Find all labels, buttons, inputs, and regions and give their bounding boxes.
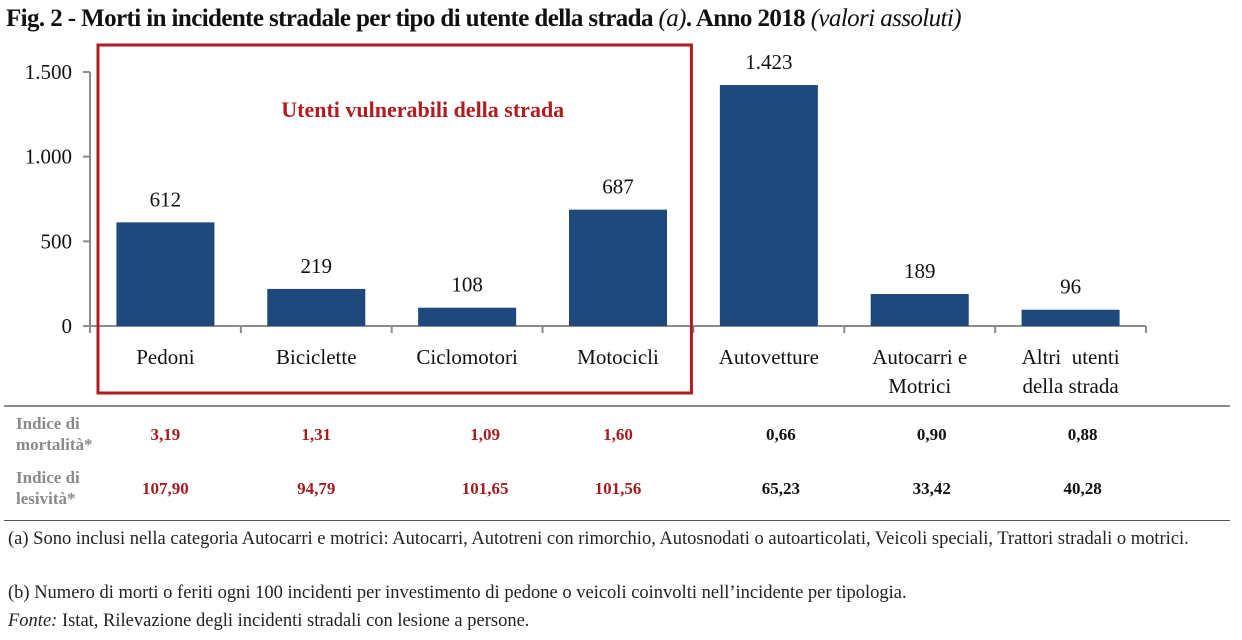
bar-6	[1021, 309, 1120, 326]
mortality-label-line2: mortalità*	[16, 435, 93, 454]
injury-index-label: Indice di lesività*	[16, 467, 126, 509]
value-label: 189	[904, 259, 936, 283]
mortality-index-row: Indice di mortalità* 3,19 1,31 1,09 1,60 0,66…	[0, 413, 1242, 463]
value-label: 612	[150, 187, 182, 211]
index-value: 0,90	[916, 425, 947, 444]
index-value: 65,23	[761, 479, 800, 498]
index-value: 107,90	[142, 479, 189, 498]
category-label: Altri utenti	[1022, 345, 1120, 369]
bar-4	[719, 85, 818, 326]
title-main: Fig. 2 - Morti in incidente stradale per…	[6, 5, 659, 32]
category-label: Autovetture	[719, 345, 819, 369]
bar-chart: 0 500 1.000 1.500 612 Pedoni 219 Biciclette 108 C…	[25, 43, 1147, 398]
category-label: Ciclomotori	[416, 345, 518, 369]
bar-1	[267, 288, 366, 326]
category-label: Biciclette	[276, 345, 356, 369]
mortality-label-line1: Indice di	[16, 414, 80, 433]
y-tick-label: 1.000	[25, 145, 72, 169]
source-text: Istat, Rilevazione degli incidenti strad…	[57, 611, 530, 631]
injury-label-line1: Indice di	[16, 468, 80, 487]
index-value: 1,09	[470, 425, 501, 444]
value-label: 219	[301, 254, 333, 278]
category-label: Motrici	[888, 374, 951, 398]
note-a: (a) Sono inclusi nella categoria Autocar…	[8, 529, 1189, 549]
y-tick-label: 1.500	[25, 60, 72, 84]
title-unit: (valori assoluti)	[810, 5, 962, 32]
index-value: 33,42	[912, 479, 951, 498]
notes-divider	[4, 520, 1230, 521]
index-value: 101,65	[461, 479, 509, 498]
category-label: della strada	[1022, 374, 1119, 398]
source-note: Fonte: Istat, Rilevazione degli incident…	[8, 610, 529, 632]
bar-3	[569, 209, 667, 326]
index-value: 1,31	[301, 425, 332, 444]
index-value: 101,56	[594, 479, 642, 498]
y-tick-label: 0	[62, 314, 73, 338]
value-label: 1.423	[745, 50, 792, 74]
bar-0	[116, 222, 215, 326]
vulnerable-users-annotation: Utenti vulnerabili della strada	[281, 97, 564, 122]
index-value: 40,28	[1063, 479, 1102, 498]
index-value: 94,79	[297, 479, 336, 498]
note-b: (b) Numero di morti o feriti ogni 100 in…	[8, 583, 907, 603]
bar-2	[418, 307, 517, 326]
injury-label-line2: lesività*	[16, 489, 76, 508]
category-label: Pedoni	[136, 345, 195, 369]
vulnerable-users-box	[96, 43, 693, 395]
title-sep: .	[685, 5, 696, 32]
mortality-index-label: Indice di mortalità*	[16, 413, 126, 455]
title-note-ref: (a)	[658, 5, 687, 32]
injury-index-row: Indice di lesività* 107,90 94,79 101,65 101,…	[0, 467, 1242, 517]
index-value: 0,66	[765, 425, 796, 444]
source-label: Fonte:	[8, 611, 58, 631]
category-label: Autocarri e	[872, 345, 967, 369]
value-label: 96	[1060, 275, 1081, 299]
index-value: 0,88	[1067, 425, 1098, 444]
chart-title: Fig. 2 - Morti in incidente stradale per…	[6, 2, 1236, 36]
value-label: 108	[451, 273, 483, 297]
category-label: Motocicli	[577, 345, 659, 369]
title-year: Anno 2018	[695, 5, 811, 32]
bar-5	[870, 293, 969, 326]
index-value: 1,60	[603, 425, 633, 444]
value-label: 687	[602, 175, 634, 199]
table-top-divider	[4, 405, 1230, 407]
index-value: 3,19	[150, 425, 181, 444]
y-tick-label: 500	[41, 229, 73, 253]
